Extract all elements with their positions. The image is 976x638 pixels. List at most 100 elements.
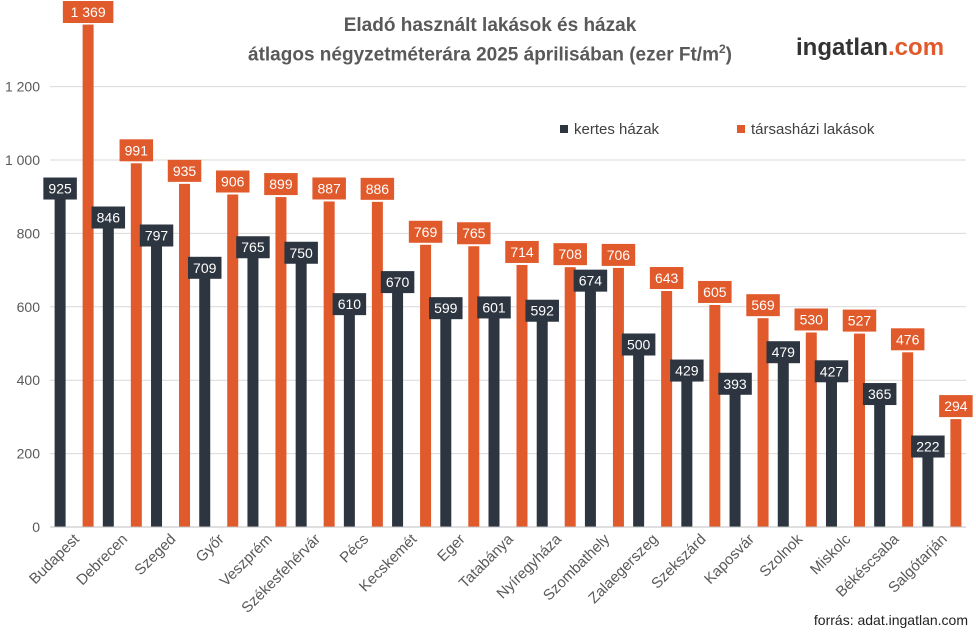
data-label-box-tarsashazi-lakasok	[264, 173, 298, 196]
bar-kertes-hazak-bekescsaba	[874, 393, 886, 527]
data-label-tarsashazi-lakasok-szekesfehervar: 887	[317, 180, 341, 196]
chart-title-line-2-end: )	[725, 44, 732, 66]
data-label-box-tarsashazi-lakasok	[360, 177, 395, 200]
legend-swatch-tarsashazi-lakasok	[737, 125, 745, 133]
data-label-box-tarsashazi-lakasok	[890, 328, 925, 351]
chart-title-superscript: 2	[718, 42, 726, 56]
y-tick-label: 1 000	[5, 152, 40, 168]
data-label-box-tarsashazi-lakasok	[794, 308, 829, 331]
data-label-box-kertes-hazak	[670, 359, 704, 382]
x-tick-label-kaposvar: Kaposvár	[701, 531, 758, 588]
bar-kertes-hazak-szeged	[151, 234, 163, 527]
data-label-box-tarsashazi-lakasok	[649, 267, 684, 290]
legend-item-tarsashazi-lakasok: társasházi lakások	[737, 121, 874, 138]
data-label-box-kertes-hazak	[332, 293, 367, 316]
bar-tarsashazi-lakasok-pecs	[371, 201, 383, 527]
data-label-box-kertes-hazak	[573, 269, 608, 292]
bar-kertes-hazak-veszprem	[247, 246, 259, 527]
data-label-box-kertes-hazak	[187, 256, 222, 279]
data-label-box-tarsashazi-lakasok	[505, 240, 539, 263]
data-label-box-tarsashazi-lakasok	[698, 280, 732, 303]
bar-kertes-hazak-szolnok	[777, 351, 789, 527]
data-label-tarsashazi-lakasok-zalaegerszeg: 643	[655, 270, 679, 286]
data-label-tarsashazi-lakasok-tatabanya: 714	[510, 244, 534, 260]
chart-title-line-2: átlagos négyzetméterára 2025 áprilisában…	[230, 42, 750, 66]
data-label-kertes-hazak-kecskemet: 670	[386, 274, 410, 290]
bar-tarsashazi-lakasok-veszprem	[275, 197, 287, 527]
x-tick-label-miskolc: Miskolc	[807, 530, 855, 578]
bar-tarsashazi-lakasok-szolnok	[805, 332, 817, 527]
bar-tarsashazi-lakasok-tatabanya	[516, 264, 528, 527]
bar-tarsashazi-lakasok-zalaegerszeg	[661, 291, 673, 527]
x-tick-label-eger: Eger	[434, 531, 468, 565]
y-tick-label: 200	[17, 446, 41, 462]
data-label-tarsashazi-lakasok-szolnok: 530	[800, 311, 824, 327]
legend-label-tarsashazi-lakasok: társasházi lakások	[751, 121, 875, 138]
bar-kertes-hazak-salgotarjan	[922, 445, 934, 527]
data-label-box-kertes-hazak	[43, 177, 77, 200]
data-label-box-tarsashazi-lakasok	[408, 220, 443, 243]
bar-kertes-hazak-gyor	[199, 266, 211, 527]
data-label-tarsashazi-lakasok-szombathely: 706	[607, 247, 631, 263]
bar-tarsashazi-lakasok-miskolc	[853, 333, 865, 527]
data-label-kertes-hazak-bekescsaba: 365	[868, 386, 892, 402]
data-label-kertes-hazak-veszprem: 765	[241, 239, 265, 255]
y-tick-label: 400	[17, 372, 41, 388]
data-label-kertes-hazak-szekesfehervar: 750	[289, 245, 313, 261]
bar-tarsashazi-lakasok-szekszard	[709, 304, 721, 527]
data-label-tarsashazi-lakasok-gyor: 906	[221, 173, 245, 189]
data-label-tarsashazi-lakasok-debrecen: 991	[125, 142, 149, 158]
data-label-box-kertes-hazak	[525, 299, 559, 322]
data-label-box-tarsashazi-lakasok	[119, 139, 154, 162]
data-label-tarsashazi-lakasok-kaposvar: 569	[751, 297, 775, 313]
x-tick-label-szeged: Szeged	[131, 531, 179, 579]
data-label-box-tarsashazi-lakasok	[601, 243, 636, 266]
data-label-box-kertes-hazak	[91, 206, 126, 229]
data-label-box-kertes-hazak	[718, 372, 752, 395]
data-label-box-tarsashazi-lakasok	[312, 177, 346, 200]
data-label-box-tarsashazi-lakasok	[215, 170, 250, 193]
legend-item-kertes-hazak: kertes házak	[560, 121, 659, 138]
bar-tarsashazi-lakasok-eger	[468, 246, 480, 527]
data-label-box-kertes-hazak	[862, 383, 897, 406]
data-label-box-kertes-hazak	[429, 297, 463, 320]
data-label-box-kertes-hazak	[814, 360, 849, 383]
bar-kertes-hazak-budapest	[54, 187, 66, 527]
data-label-kertes-hazak-debrecen: 846	[97, 210, 121, 226]
logo-main-text: ingatlan	[796, 34, 889, 61]
data-label-tarsashazi-lakasok-szeged: 935	[173, 163, 197, 179]
legend-swatch-kertes-hazak	[560, 125, 568, 133]
bar-tarsashazi-lakasok-szekesfehervar	[323, 201, 335, 527]
data-label-box-kertes-hazak	[621, 333, 656, 356]
data-label-box-tarsashazi-lakasok	[457, 222, 491, 245]
data-label-tarsashazi-lakasok-pecs: 886	[366, 181, 390, 197]
data-label-tarsashazi-lakasok-salgotarjan: 294	[944, 398, 968, 414]
bar-tarsashazi-lakasok-salgotarjan	[950, 419, 962, 527]
bar-tarsashazi-lakasok-nyiregyhaza	[564, 267, 576, 527]
bar-kertes-hazak-tatabanya	[488, 306, 500, 527]
bar-kertes-hazak-szombathely	[584, 279, 596, 527]
data-label-kertes-hazak-szekszard: 429	[675, 363, 699, 379]
bar-kertes-hazak-debrecen	[102, 216, 114, 527]
data-label-box-kertes-hazak	[477, 296, 511, 319]
bar-tarsashazi-lakasok-budapest	[82, 24, 94, 528]
data-label-box-tarsashazi-lakasok	[842, 309, 877, 332]
data-label-box-tarsashazi-lakasok	[553, 243, 587, 266]
logo-accent-text: .com	[888, 34, 945, 61]
data-label-tarsashazi-lakasok-szekszard: 605	[703, 284, 727, 300]
bar-kertes-hazak-zalaegerszeg	[633, 343, 645, 527]
data-label-box-kertes-hazak	[236, 236, 270, 259]
bar-kertes-hazak-szekszard	[681, 369, 693, 527]
y-tick-label: 1 200	[5, 79, 40, 95]
bar-kertes-hazak-miskolc	[825, 370, 837, 527]
data-label-tarsashazi-lakasok-bekescsaba: 476	[896, 331, 920, 347]
legend-label-kertes-hazak: kertes házak	[574, 121, 660, 138]
data-label-kertes-hazak-tatabanya: 601	[482, 299, 506, 315]
bar-tarsashazi-lakasok-kecskemet	[420, 244, 432, 528]
y-tick-label: 600	[17, 299, 41, 315]
data-label-box-tarsashazi-lakasok	[746, 294, 780, 317]
data-label-box-tarsashazi-lakasok	[939, 395, 973, 418]
data-label-tarsashazi-lakasok-miskolc: 527	[848, 313, 872, 329]
data-label-tarsashazi-lakasok-veszprem: 899	[269, 176, 293, 192]
